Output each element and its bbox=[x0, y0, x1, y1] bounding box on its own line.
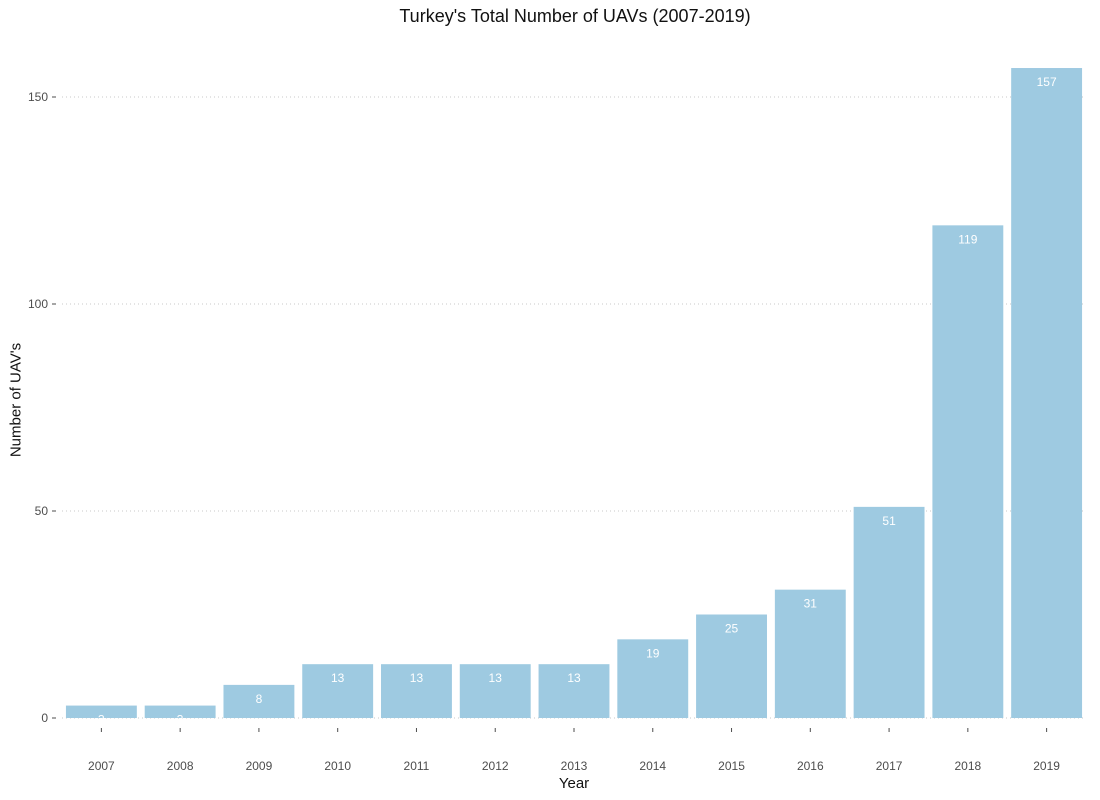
bar-2013 bbox=[538, 664, 610, 718]
bar-2018 bbox=[932, 225, 1004, 718]
bar-value-label: 3 bbox=[177, 713, 184, 727]
x-tick-label: 2018 bbox=[954, 759, 981, 773]
y-tick-label: 0 bbox=[41, 711, 48, 725]
x-tick-label: 2017 bbox=[876, 759, 903, 773]
bar-2019 bbox=[1011, 68, 1083, 718]
y-axis-ticks: 0 50 100 150 bbox=[28, 90, 56, 725]
bar-value-label: 31 bbox=[804, 597, 818, 611]
x-tick-label: 2019 bbox=[1033, 759, 1060, 773]
bar-2010 bbox=[302, 664, 374, 718]
bar-2016 bbox=[774, 589, 846, 718]
bar-value-label: 19 bbox=[646, 646, 660, 660]
bar-value-labels: 3 3 8 13 13 13 13 19 25 31 51 119 157 bbox=[98, 75, 1057, 727]
x-tick-label: 2012 bbox=[482, 759, 509, 773]
bar-2008 bbox=[144, 705, 216, 718]
x-tick-label: 2010 bbox=[324, 759, 351, 773]
bar-value-label: 51 bbox=[882, 514, 896, 528]
x-axis-label: Year bbox=[558, 775, 590, 792]
x-axis-ticks: 2007 2008 2009 2010 2011 2012 2013 2014 2015 2016… bbox=[88, 728, 1060, 773]
x-tick-label: 2015 bbox=[718, 759, 745, 773]
x-tick-label: 2016 bbox=[797, 759, 824, 773]
bar-value-label: 8 bbox=[256, 692, 263, 706]
y-tick-label: 100 bbox=[28, 297, 48, 311]
y-tick-label: 50 bbox=[35, 504, 49, 518]
bar-value-label: 13 bbox=[489, 671, 503, 685]
bar-value-label: 13 bbox=[410, 671, 424, 685]
bars bbox=[65, 68, 1083, 718]
bar-value-label: 119 bbox=[958, 232, 977, 246]
x-tick-label: 2011 bbox=[404, 759, 430, 773]
bar-value-label: 13 bbox=[331, 671, 345, 685]
chart-title: Turkey's Total Number of UAVs (2007-2019… bbox=[399, 6, 751, 26]
x-tick-label: 2008 bbox=[167, 759, 194, 773]
bar-2012 bbox=[459, 664, 531, 718]
bar-2014 bbox=[617, 639, 689, 718]
x-tick-label: 2013 bbox=[561, 759, 588, 773]
x-tick-label: 2014 bbox=[639, 759, 666, 773]
bar-2007 bbox=[65, 705, 137, 718]
x-tick-label: 2007 bbox=[88, 759, 115, 773]
y-tick-label: 150 bbox=[28, 90, 48, 104]
bar-2009 bbox=[223, 684, 295, 718]
bar-value-label: 157 bbox=[1037, 75, 1057, 89]
bar-2011 bbox=[381, 664, 452, 718]
bar-value-label: 13 bbox=[567, 671, 581, 685]
x-tick-label: 2009 bbox=[246, 759, 273, 773]
bar-2017 bbox=[853, 506, 925, 718]
bar-value-label: 25 bbox=[725, 622, 739, 636]
bar-value-label: 3 bbox=[98, 713, 105, 727]
bar-2015 bbox=[696, 614, 767, 718]
